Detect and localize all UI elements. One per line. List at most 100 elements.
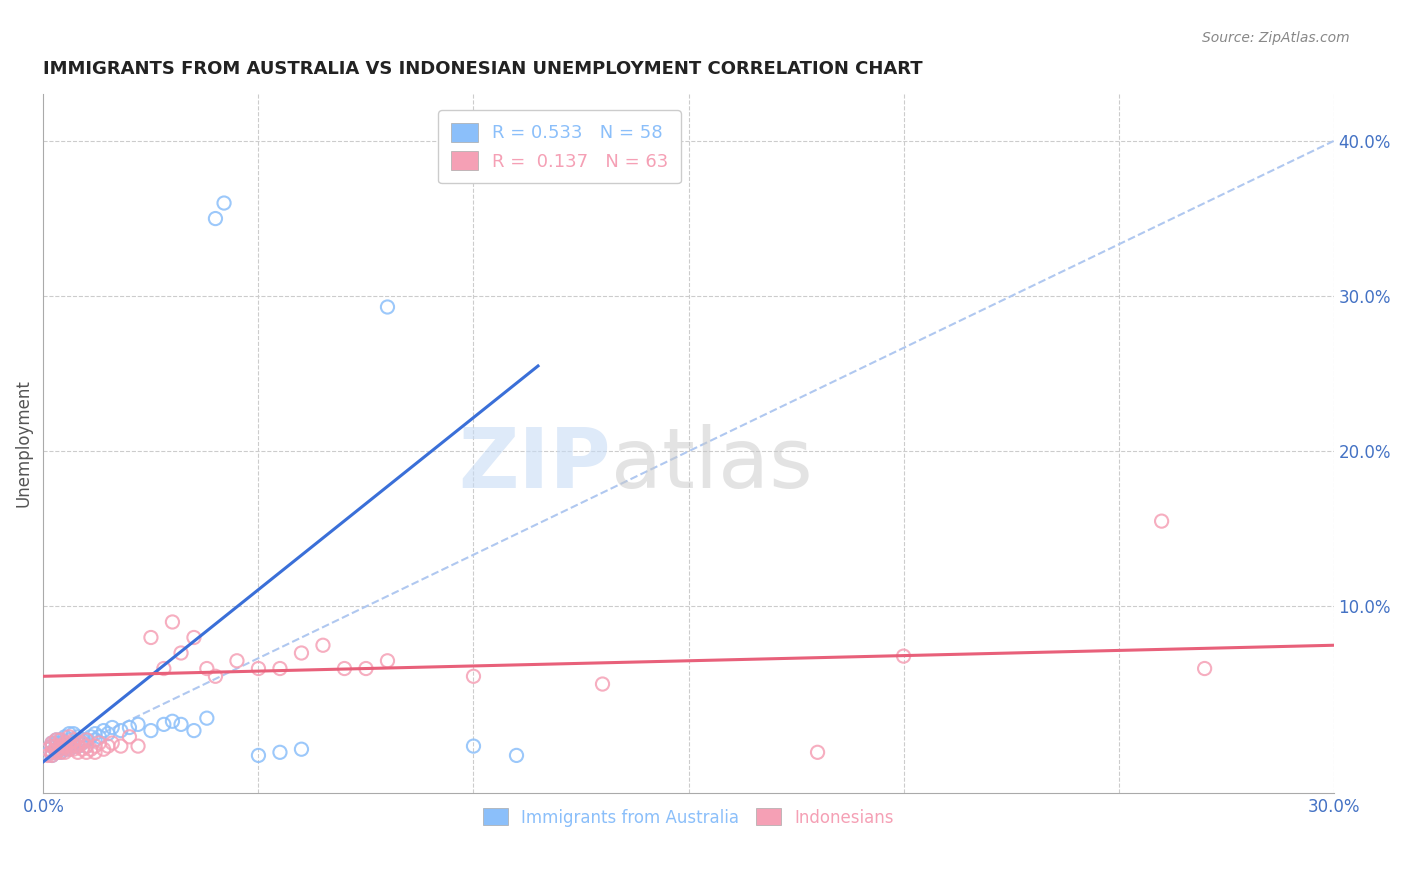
Point bbox=[290, 742, 312, 756]
Point bbox=[269, 661, 291, 675]
Point bbox=[41, 739, 63, 753]
Point bbox=[66, 745, 89, 759]
Point bbox=[89, 730, 111, 744]
Point bbox=[592, 677, 614, 691]
Point bbox=[80, 730, 103, 744]
Point bbox=[45, 739, 67, 753]
Point bbox=[53, 736, 76, 750]
Point bbox=[89, 736, 111, 750]
Point bbox=[75, 732, 97, 747]
Text: IMMIGRANTS FROM AUSTRALIA VS INDONESIAN UNEMPLOYMENT CORRELATION CHART: IMMIGRANTS FROM AUSTRALIA VS INDONESIAN … bbox=[44, 60, 924, 78]
Point bbox=[41, 736, 63, 750]
Point bbox=[45, 739, 67, 753]
Point bbox=[84, 727, 107, 741]
Point bbox=[377, 300, 399, 314]
Point bbox=[58, 730, 80, 744]
Point bbox=[204, 669, 226, 683]
Point bbox=[290, 646, 312, 660]
Point bbox=[269, 745, 291, 759]
Point bbox=[49, 732, 72, 747]
Point bbox=[62, 742, 84, 756]
Point bbox=[62, 736, 84, 750]
Point bbox=[183, 631, 205, 645]
Point bbox=[45, 745, 67, 759]
Point bbox=[49, 745, 72, 759]
Point bbox=[377, 654, 399, 668]
Point bbox=[118, 721, 141, 735]
Point bbox=[49, 742, 72, 756]
Point bbox=[53, 739, 76, 753]
Text: Source: ZipAtlas.com: Source: ZipAtlas.com bbox=[1202, 31, 1350, 45]
Point bbox=[75, 745, 97, 759]
Point bbox=[41, 739, 63, 753]
Point bbox=[75, 739, 97, 753]
Point bbox=[162, 714, 184, 729]
Point bbox=[162, 615, 184, 629]
Point bbox=[58, 742, 80, 756]
Point bbox=[84, 745, 107, 759]
Point bbox=[1194, 661, 1216, 675]
Point bbox=[58, 727, 80, 741]
Point bbox=[312, 638, 335, 652]
Point bbox=[101, 736, 124, 750]
Point bbox=[62, 727, 84, 741]
Point bbox=[139, 723, 162, 738]
Point bbox=[97, 727, 120, 741]
Point bbox=[93, 723, 115, 738]
Point bbox=[204, 211, 226, 226]
Point bbox=[247, 748, 270, 763]
Point bbox=[70, 732, 93, 747]
Point bbox=[70, 736, 93, 750]
Point bbox=[45, 732, 67, 747]
Point bbox=[53, 745, 76, 759]
Point bbox=[49, 736, 72, 750]
Point bbox=[49, 739, 72, 753]
Point bbox=[66, 736, 89, 750]
Point bbox=[53, 742, 76, 756]
Point bbox=[49, 745, 72, 759]
Point bbox=[45, 745, 67, 759]
Point bbox=[37, 748, 59, 763]
Point bbox=[53, 739, 76, 753]
Point bbox=[45, 732, 67, 747]
Point bbox=[45, 742, 67, 756]
Point bbox=[58, 736, 80, 750]
Point bbox=[62, 739, 84, 753]
Point bbox=[49, 739, 72, 753]
Point bbox=[70, 742, 93, 756]
Point bbox=[93, 742, 115, 756]
Point bbox=[53, 736, 76, 750]
Point bbox=[463, 669, 485, 683]
Legend: Immigrants from Australia, Indonesians: Immigrants from Australia, Indonesians bbox=[477, 802, 901, 833]
Point bbox=[97, 739, 120, 753]
Point bbox=[53, 730, 76, 744]
Point bbox=[66, 739, 89, 753]
Point bbox=[127, 739, 149, 753]
Point bbox=[84, 732, 107, 747]
Point bbox=[153, 717, 176, 731]
Point bbox=[41, 745, 63, 759]
Point bbox=[62, 732, 84, 747]
Point bbox=[226, 654, 249, 668]
Point bbox=[1150, 514, 1173, 528]
Point bbox=[153, 661, 176, 675]
Point bbox=[806, 745, 828, 759]
Point bbox=[41, 748, 63, 763]
Point bbox=[75, 739, 97, 753]
Point bbox=[66, 736, 89, 750]
Point bbox=[45, 736, 67, 750]
Point bbox=[66, 739, 89, 753]
Point bbox=[127, 717, 149, 731]
Point bbox=[354, 661, 377, 675]
Point bbox=[80, 742, 103, 756]
Point bbox=[58, 732, 80, 747]
Point bbox=[58, 742, 80, 756]
Point bbox=[101, 721, 124, 735]
Point bbox=[183, 723, 205, 738]
Point bbox=[62, 739, 84, 753]
Point bbox=[58, 739, 80, 753]
Point bbox=[170, 717, 193, 731]
Point bbox=[58, 739, 80, 753]
Point bbox=[45, 742, 67, 756]
Point bbox=[70, 736, 93, 750]
